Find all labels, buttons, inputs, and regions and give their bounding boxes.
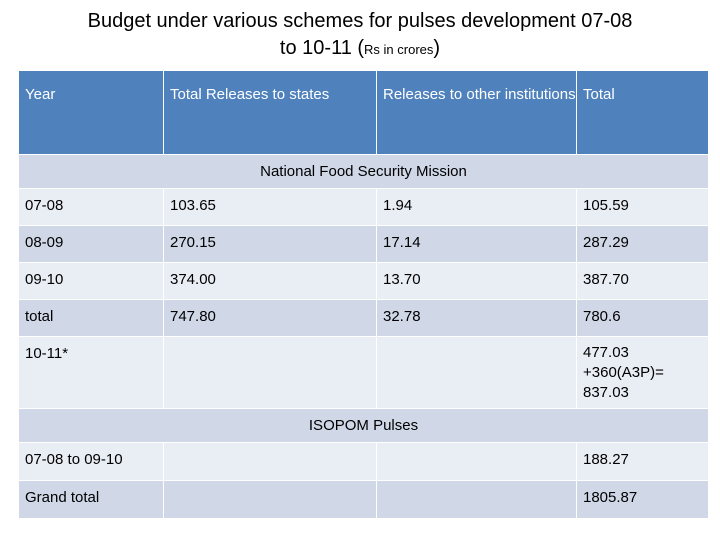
title-line-2: to 10-11 (Rs in crores) (0, 35, 720, 63)
cell-year: total (18, 299, 164, 337)
header-releases-other-institutions: Releases to other institutions (376, 70, 577, 155)
cell-releases-states: 747.80 (163, 299, 377, 337)
header-row: Year Total Releases to states Releases t… (18, 70, 709, 155)
cell-releases-states (163, 480, 377, 519)
cell-releases-states: 270.15 (163, 225, 377, 263)
cell-releases-other (376, 442, 577, 481)
section-label-isopom: ISOPOM Pulses (18, 408, 709, 443)
cell-year: 07-08 (18, 188, 164, 226)
cell-total: 287.29 (576, 225, 709, 263)
cell-releases-other: 32.78 (376, 299, 577, 337)
table-row-10-11: 10-11* 477.03 +360(A3P)= 837.03 (18, 336, 709, 409)
cell-year: Grand total (18, 480, 164, 519)
header-total-releases-states: Total Releases to states (163, 70, 377, 155)
table-row: 07-08 to 09-10 188.27 (18, 442, 709, 481)
cell-releases-states: 103.65 (163, 188, 377, 226)
cell-year: 09-10 (18, 262, 164, 300)
budget-table: Year Total Releases to states Releases t… (18, 70, 709, 519)
cell-total: 780.6 (576, 299, 709, 337)
cell-releases-states (163, 336, 377, 409)
title-line-2-end: ) (433, 37, 441, 59)
cell-releases-states (163, 442, 377, 481)
section-label-nfsm: National Food Security Mission (18, 154, 709, 189)
table-row: 07-08 103.65 1.94 105.59 (18, 188, 709, 226)
section-row-isopom: ISOPOM Pulses (18, 408, 709, 443)
total-line-3: 837.03 (583, 384, 629, 401)
title-line-2-start: to 10-11 ( (279, 37, 365, 59)
total-line-1: 477.03 (583, 344, 629, 361)
cell-total: 188.27 (576, 442, 709, 481)
cell-total: 105.59 (576, 188, 709, 226)
cell-releases-states: 374.00 (163, 262, 377, 300)
cell-total: 387.70 (576, 262, 709, 300)
table-row: total 747.80 32.78 780.6 (18, 299, 709, 337)
cell-year: 08-09 (18, 225, 164, 263)
section-row-nfsm: National Food Security Mission (18, 154, 709, 189)
page-title: Budget under various schemes for pulses … (0, 8, 720, 63)
cell-total: 1805.87 (576, 480, 709, 519)
cell-year: 07-08 to 09-10 (18, 442, 164, 481)
cell-releases-other: 13.70 (376, 262, 577, 300)
table-row: 08-09 270.15 17.14 287.29 (18, 225, 709, 263)
title-unit: Rs in crores (364, 42, 434, 57)
cell-year: 10-11* (18, 336, 164, 409)
header-total: Total (576, 70, 709, 155)
table-row: 09-10 374.00 13.70 387.70 (18, 262, 709, 300)
header-year: Year (18, 70, 164, 155)
cell-total: 477.03 +360(A3P)= 837.03 (576, 336, 709, 409)
cell-releases-other: 1.94 (376, 188, 577, 226)
table-row: Grand total 1805.87 (18, 480, 709, 519)
title-line-1: Budget under various schemes for pulses … (87, 10, 633, 32)
cell-releases-other (376, 336, 577, 409)
total-line-2: +360(A3P)= (583, 364, 664, 381)
cell-releases-other (376, 480, 577, 519)
cell-releases-other: 17.14 (376, 225, 577, 263)
